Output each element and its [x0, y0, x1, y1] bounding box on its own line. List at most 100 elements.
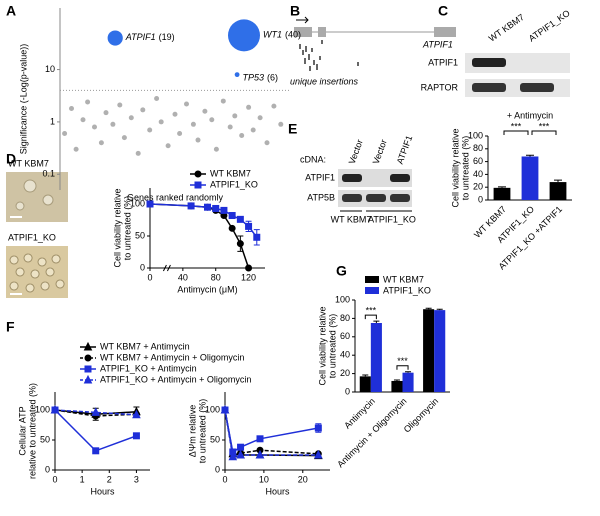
y-tick-label: 10	[45, 64, 55, 74]
background-point	[213, 146, 219, 152]
marker	[228, 451, 238, 461]
marker	[92, 447, 100, 455]
significance-bracket	[396, 365, 409, 370]
group-label: ATPIF1_KO	[368, 214, 416, 224]
background-point	[80, 117, 86, 123]
bar	[391, 380, 403, 392]
legend-label: ATPIF1_KO	[383, 285, 431, 295]
y-axis-label: to untreated (%)	[460, 136, 470, 201]
hit-point	[107, 30, 123, 46]
marker	[91, 407, 101, 416]
panel-label: G	[336, 263, 347, 279]
marker	[256, 435, 264, 443]
cell	[15, 201, 25, 211]
lane-label: Vector	[347, 138, 365, 165]
marker	[187, 202, 195, 210]
background-point	[271, 103, 277, 109]
lane-label: WT KBM7	[487, 12, 526, 44]
background-point	[158, 119, 164, 125]
background-point	[62, 131, 68, 137]
group-label: WT KBM7	[331, 214, 372, 224]
hit-point	[228, 19, 260, 52]
y-tick-label: 0	[140, 262, 145, 272]
exon	[434, 27, 456, 37]
series-line	[54, 409, 137, 416]
background-point	[85, 99, 91, 105]
x-tick-label: 120	[241, 272, 256, 282]
bar	[493, 187, 511, 200]
background-point	[227, 124, 233, 130]
y-axis-label: Cell viability relative	[317, 306, 327, 385]
y-axis-label: to untreated (%)	[197, 399, 207, 464]
series-line	[54, 409, 137, 417]
micrograph	[6, 172, 68, 222]
background-point	[110, 121, 116, 127]
significance-bracket	[531, 130, 557, 135]
band	[342, 194, 362, 202]
x-axis-label: Antimycin (μM)	[177, 284, 237, 294]
y-axis-label: relative to untreated (%)	[27, 383, 37, 479]
row-label: RAPTOR	[421, 82, 459, 92]
y-tick-label: 20	[473, 182, 483, 192]
lane-label: ATPIF1_KO	[527, 8, 572, 44]
y-tick-label: 50	[135, 230, 145, 240]
cells	[9, 253, 65, 293]
point-label: TP53 (6)	[243, 73, 279, 83]
y-axis-label: Cell viability relative	[112, 188, 122, 267]
significance-bracket	[364, 314, 377, 320]
x-axis-label: Hours	[265, 486, 290, 496]
band	[472, 58, 506, 67]
legend-swatch	[365, 276, 379, 283]
background-point	[73, 146, 79, 152]
tss-arrow	[296, 16, 309, 24]
legend-label: ATPIF1_KO + Antimycin + Oligomycin	[100, 374, 251, 384]
marker	[146, 200, 154, 208]
background-point	[147, 127, 153, 133]
background-point	[128, 115, 134, 121]
legend-label: WT KBM7 + Antimycin + Oligomycin	[100, 352, 244, 362]
cdna-prefix: cDNA:	[300, 154, 326, 164]
point-label: ATPIF1 (19)	[125, 32, 175, 42]
band	[342, 174, 362, 182]
panel-label: B	[290, 3, 300, 19]
band	[390, 174, 410, 182]
band	[472, 83, 506, 92]
chart-title: + Antimycin	[507, 110, 553, 120]
y-tick-label: 0	[215, 464, 220, 474]
background-point	[190, 121, 196, 127]
gene-label: ATPIF1	[422, 39, 453, 49]
image-label: WT KBM7	[8, 158, 49, 168]
error-bar	[436, 308, 443, 311]
legend-label: WT KBM7 + Antimycin	[100, 341, 190, 351]
background-point	[184, 101, 189, 107]
image-label: ATPIF1_KO	[8, 232, 56, 242]
bar	[423, 309, 435, 392]
significance-bracket	[503, 130, 529, 135]
row-label: ATPIF1	[305, 172, 335, 182]
background-point	[209, 117, 215, 123]
gene-count: (40)	[285, 30, 301, 40]
error-bar	[373, 320, 380, 323]
background-point	[140, 107, 146, 113]
error-bar	[393, 379, 400, 381]
y-tick-label: 0	[45, 464, 50, 474]
marker	[220, 404, 230, 414]
bar	[402, 372, 414, 392]
gene-diagram: ATPIF1 unique insertions	[290, 16, 456, 86]
band	[366, 194, 386, 202]
marker	[236, 240, 244, 248]
y-tick-label: 80	[340, 313, 350, 323]
insertion-marks	[299, 40, 359, 71]
axis-break	[162, 264, 171, 272]
background-point	[246, 104, 252, 110]
y-tick-label: 80	[473, 143, 483, 153]
bar	[359, 376, 371, 392]
legend-swatch	[365, 287, 379, 294]
background-point	[220, 98, 226, 104]
x-tick-label: 80	[211, 272, 221, 282]
y-tick-label: 0	[345, 386, 350, 396]
marker	[204, 203, 211, 211]
marker	[194, 181, 202, 189]
y-tick-label: 60	[473, 156, 483, 166]
